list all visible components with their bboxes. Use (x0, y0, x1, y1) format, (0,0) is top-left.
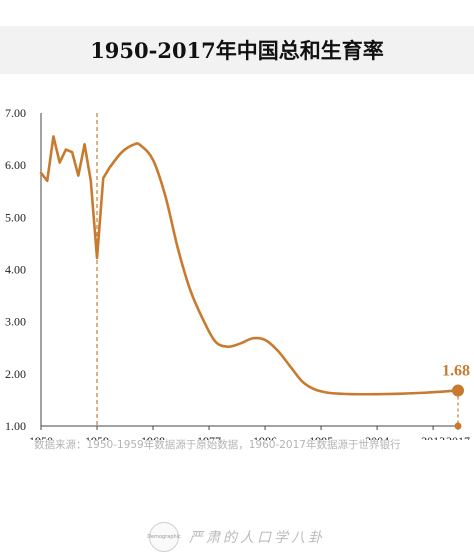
x-tick-label: 2013 (421, 434, 445, 440)
y-tick-label: 5.00 (5, 210, 26, 224)
y-tick-label: 3.00 (5, 315, 26, 329)
title-bar: 1950-2017年中国总和生育率 (0, 26, 474, 74)
x-tick-label: 1959 (85, 434, 109, 440)
data-source-note: 数据来源：1950-1959年数据源于原始数据，1960-2017年数据源于世界… (34, 439, 401, 451)
footer: Demographic 严肃的人口学八卦 (0, 518, 474, 556)
x-tick-label: 2017 (446, 434, 470, 440)
x-tick-label: 2004 (365, 434, 389, 440)
axis-marker-2017 (454, 422, 462, 430)
x-tick-label: 1968 (141, 434, 165, 440)
x-tick-label: 1995 (309, 434, 333, 440)
logo-text: Demographic (147, 534, 181, 540)
brand-logo-icon: Demographic (147, 522, 181, 552)
fertility-rate-line (39, 135, 460, 396)
x-tick-label: 1977 (197, 434, 221, 440)
y-tick-label: 6.00 (5, 158, 26, 172)
data-point-2017 (452, 384, 464, 397)
y-tick-label: 1.00 (5, 419, 26, 433)
brand-name: 严肃的人口学八卦 (189, 530, 325, 546)
y-tick-label: 4.00 (5, 263, 26, 277)
annotation-label-2017: 1.68 (442, 363, 470, 380)
chart-area: 7.00 6.00 5.00 4.00 3.00 2.00 1.001950 1959 1968… (5, 106, 470, 440)
x-tick-label: 1986 (253, 434, 277, 440)
y-tick-label: 2.00 (5, 367, 26, 381)
y-tick-label: 7.00 (5, 106, 26, 120)
x-tick-label: 1950 (29, 434, 53, 440)
chart-title: 1950-2017年中国总和生育率 (90, 38, 384, 63)
